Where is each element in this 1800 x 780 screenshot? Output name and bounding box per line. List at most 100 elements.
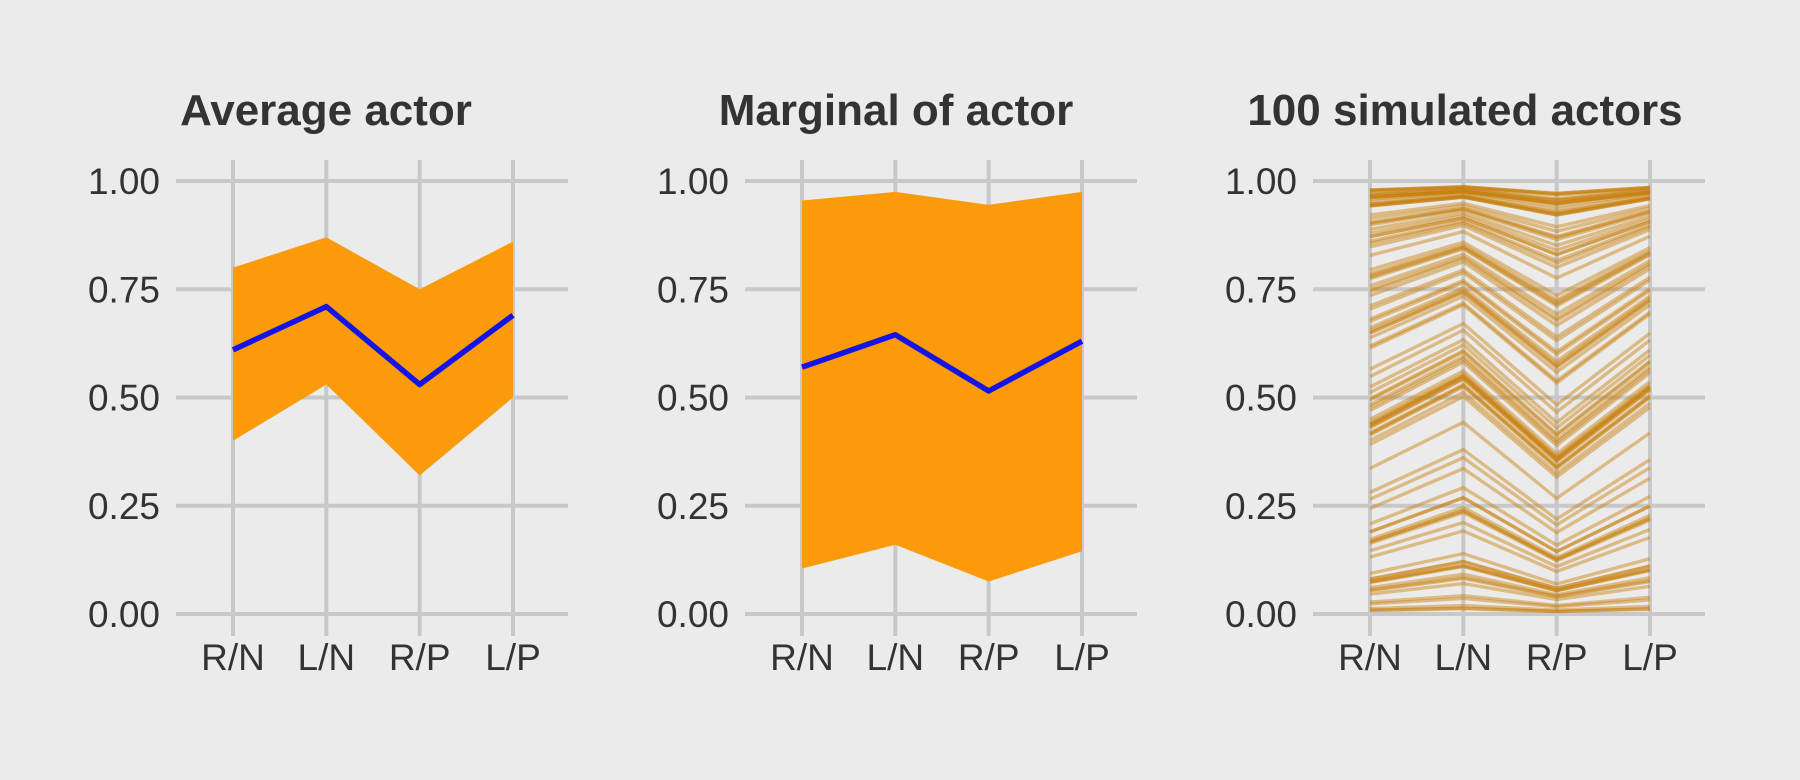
simulated-actor-line <box>1369 328 1652 415</box>
simulated-actor-line <box>1369 606 1651 613</box>
x-tick-label: R/P <box>1526 637 1588 678</box>
simulated-actor-line <box>1369 219 1651 263</box>
x-tick-label: R/N <box>770 637 834 678</box>
simulated-actor-line <box>1369 189 1651 205</box>
simulated-actor-line <box>1369 576 1651 599</box>
simulated-actor-line <box>1369 245 1651 307</box>
simulated-actor-line <box>1369 201 1651 229</box>
simulated-actor-line <box>1369 360 1652 448</box>
simulated-actor-line <box>1369 564 1651 593</box>
simulated-actor-line <box>1369 267 1651 340</box>
simulated-actor-line <box>1369 280 1651 357</box>
simulated-actor-line <box>1369 485 1651 548</box>
simulated-actor-line <box>1369 187 1651 201</box>
credible-interval-band <box>233 237 513 476</box>
simulated-actor-line <box>1369 206 1651 239</box>
x-tick-label: R/P <box>389 637 451 678</box>
simulated-actor-line <box>1369 289 1651 369</box>
simulated-actor-line <box>1369 208 1651 242</box>
simulated-actor-line <box>1369 575 1651 599</box>
y-tick-label: 0.25 <box>88 486 160 527</box>
simulated-actor-line <box>1369 603 1651 612</box>
simulated-actor-line <box>1369 321 1652 408</box>
simulated-actor-line <box>1369 185 1651 196</box>
x-tick-label: L/N <box>1435 637 1493 678</box>
simulated-actor-line <box>1369 194 1651 215</box>
x-tick-label: L/P <box>485 637 541 678</box>
simulated-actor-line <box>1369 551 1651 586</box>
simulated-actor-line <box>1369 270 1651 343</box>
simulated-actor-line <box>1369 373 1652 461</box>
simulated-actor-line <box>1369 510 1651 563</box>
simulated-actor-line <box>1369 342 1652 431</box>
y-tick-label: 0.00 <box>657 594 729 635</box>
simulated-actor-line <box>1369 190 1651 206</box>
simulated-actor-line <box>1369 188 1651 203</box>
simulated-actor-line <box>1369 194 1651 215</box>
x-tick-label: L/N <box>298 637 356 678</box>
x-tick-label: R/P <box>958 637 1020 678</box>
simulated-actor-line <box>1369 596 1651 609</box>
simulated-actor-line <box>1369 301 1652 383</box>
simulated-actor-line <box>1369 195 1651 217</box>
credible-interval-band <box>802 191 1082 582</box>
simulated-actor-line <box>1369 188 1651 202</box>
simulated-actor-line <box>1369 394 1652 480</box>
simulated-actor-line <box>1369 195 1651 217</box>
y-tick-label: 0.50 <box>88 378 160 419</box>
simulated-actor-line <box>1369 216 1651 257</box>
simulated-actor-line <box>1369 337 1652 425</box>
simulated-actor-line <box>1369 290 1651 370</box>
simulated-actor-line <box>1369 377 1652 464</box>
simulated-actor-line <box>1369 256 1651 323</box>
simulated-actor-line <box>1369 252 1651 317</box>
simulated-actor-line <box>1369 229 1651 280</box>
simulated-actor-line <box>1369 255 1651 321</box>
panel-title-marginal-of-actor: Marginal of actor <box>718 86 1074 135</box>
simulated-actor-line <box>1369 348 1652 437</box>
simulated-actor-line <box>1369 240 1651 298</box>
y-tick-label: 0.50 <box>1225 378 1297 419</box>
simulated-actor-line <box>1369 259 1651 328</box>
simulated-actor-line <box>1369 383 1652 470</box>
simulated-actor-line <box>1369 495 1651 554</box>
simulated-actor-line <box>1369 508 1651 562</box>
simulated-actor-line <box>1369 294 1651 375</box>
simulated-actor-line <box>1369 357 1652 445</box>
x-tick-label: R/N <box>201 637 265 678</box>
simulated-actor-line <box>1369 376 1652 464</box>
simulated-actor-line <box>1369 192 1651 211</box>
simulated-actor-line <box>1369 447 1651 522</box>
y-tick-label: 1.00 <box>88 161 160 202</box>
simulated-actor-line <box>1369 374 1652 462</box>
x-tick-label: R/N <box>1338 637 1402 678</box>
posterior-mean-line <box>231 303 515 388</box>
simulated-actor-line <box>1369 195 1651 216</box>
simulated-actor-line <box>1369 354 1652 443</box>
x-tick-label: L/N <box>867 637 925 678</box>
simulated-actor-line <box>1369 247 1651 308</box>
simulated-actor-line <box>1369 466 1651 535</box>
y-tick-label: 1.00 <box>1225 161 1297 202</box>
simulated-actor-line <box>1369 593 1651 608</box>
simulated-actor-line <box>1369 278 1651 354</box>
panel-title-simulated-actors: 100 simulated actors <box>1247 86 1683 135</box>
y-tick-label: 0.25 <box>1225 486 1297 527</box>
simulated-actor-line <box>1369 189 1651 205</box>
simulated-actor-line <box>1369 243 1651 302</box>
simulated-actor-line <box>1369 384 1652 471</box>
simulated-actor-line <box>1369 191 1651 208</box>
simulated-actor-line <box>1369 559 1651 591</box>
y-tick-label: 0.00 <box>88 594 160 635</box>
simulated-actor-line <box>1369 211 1651 248</box>
simulated-actor-line <box>1369 368 1652 457</box>
simulated-actor-line <box>1369 221 1651 265</box>
simulated-actor-line <box>1369 207 1651 240</box>
simulated-actor-line <box>1369 495 1651 554</box>
simulated-actor-line <box>1369 606 1651 614</box>
simulated-actor-line <box>1369 302 1652 386</box>
simulated-actor-line <box>1369 185 1651 197</box>
simulated-actor-line <box>1369 382 1652 469</box>
